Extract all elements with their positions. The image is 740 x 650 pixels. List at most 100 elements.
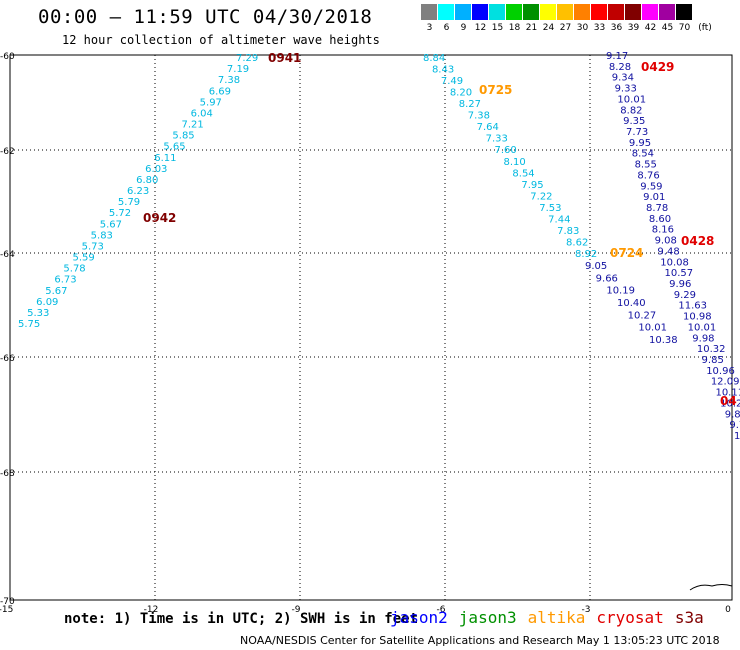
colorbar-swatch xyxy=(506,4,523,20)
legend-s3a: s3a xyxy=(674,608,704,627)
latitude-label: -66 xyxy=(0,354,15,364)
wave-height-value: 7.21 xyxy=(182,120,204,131)
wave-height-value: 8.78 xyxy=(646,203,668,214)
colorbar-label: 9 xyxy=(460,23,467,33)
wave-height-value: 9.96 xyxy=(669,279,691,290)
colorbar-swatch xyxy=(557,4,574,20)
colorbar-swatch xyxy=(523,4,540,20)
wave-height-value: 10.32 xyxy=(697,344,726,355)
wave-height-value: 6.04 xyxy=(191,108,213,119)
wave-height-value: 9.48 xyxy=(657,246,679,257)
pass-time-label: 0942 xyxy=(143,211,176,225)
wave-height-value: 9.05 xyxy=(585,261,607,272)
colorbar-swatch xyxy=(489,4,506,20)
wave-height-value: 5.67 xyxy=(45,286,67,297)
wave-height-value: 9.08 xyxy=(655,236,677,247)
wave-height-value: 8.84 xyxy=(423,53,445,64)
wave-height-value: 8.92 xyxy=(575,249,597,260)
wave-height-value: 8.20 xyxy=(450,88,472,99)
wave-height-value: 10.96 xyxy=(706,366,735,377)
pass-time-label: 0428 xyxy=(681,234,714,248)
wave-height-value: 10.57 xyxy=(664,268,693,279)
wave-height-value: 9.59 xyxy=(640,181,662,192)
colorbar-swatch xyxy=(421,4,438,20)
wave-height-value: 10 xyxy=(734,431,740,442)
wave-height-value: 7.38 xyxy=(218,75,240,86)
legend-jason2: jason2 xyxy=(390,608,448,627)
wave-height-value: 8.43 xyxy=(432,65,454,76)
wave-height-value: 5.75 xyxy=(18,319,40,330)
latitude-label: -70 xyxy=(0,597,15,607)
colorbar-label: 70 xyxy=(678,23,691,33)
wave-height-value: 10.01 xyxy=(638,323,667,334)
longitude-label: -9 xyxy=(292,605,301,615)
pass-time-label: 0429 xyxy=(641,60,674,74)
wave-height-value: 10.01 xyxy=(688,322,717,333)
wave-height-value: 6.73 xyxy=(54,275,76,286)
colorbar-label: 42 xyxy=(644,23,657,33)
wave-height-value: 10.40 xyxy=(617,298,646,309)
wave-height-value: 9.34 xyxy=(612,73,634,84)
wave-height-value: 9.66 xyxy=(596,273,618,284)
colorbar-swatch xyxy=(455,4,472,20)
colorbar-label: 3 xyxy=(426,23,433,33)
colorbar-swatch xyxy=(642,4,659,20)
longitude-label: 0 xyxy=(725,605,731,615)
colorbar-swatch xyxy=(438,4,455,20)
map-frame xyxy=(9,54,733,601)
wave-height-value: 5.78 xyxy=(63,264,85,275)
chart-title: 00:00 – 11:59 UTC 04/30/2018 xyxy=(38,6,373,28)
colorbar-swatch xyxy=(676,4,693,20)
wave-height-value: 8.54 xyxy=(512,168,534,179)
wave-height-value: 7.38 xyxy=(468,111,490,122)
wave-height-value: 8.82 xyxy=(620,105,642,116)
pass-time-label: 0941 xyxy=(268,51,301,65)
wave-height-value: 7.83 xyxy=(557,226,579,237)
pass-time-label: 0725 xyxy=(479,83,512,97)
wave-height-value: 6.09 xyxy=(36,297,58,308)
colorbar-label: 30 xyxy=(576,23,589,33)
wave-height-value: 7.44 xyxy=(548,214,570,225)
wave-height-value: 8.16 xyxy=(652,225,674,236)
satellite-legend: jason2 jason3 altika cryosat s3a xyxy=(390,608,715,627)
wave-height-value: 5.83 xyxy=(91,230,113,241)
wave-height-value: 9.33 xyxy=(615,84,637,95)
wave-height-value: 10.27 xyxy=(628,310,657,321)
wave-height-value: 7.73 xyxy=(626,127,648,138)
wave-height-value: 5.79 xyxy=(118,197,140,208)
wave-height-value: 7.95 xyxy=(521,180,543,191)
colorbar-swatch xyxy=(591,4,608,20)
legend-cryosat: cryosat xyxy=(596,608,664,627)
wave-height-value: 10.11 xyxy=(715,388,740,399)
wave-height-value: 7.33 xyxy=(486,134,508,145)
wave-height-value: 8.54 xyxy=(632,149,654,160)
wave-height-value: 10.01 xyxy=(617,94,646,105)
wave-height-value: 10.08 xyxy=(660,257,689,268)
wave-height-value: 10.38 xyxy=(649,335,678,346)
wave-height-value: 9.29 xyxy=(674,290,696,301)
wave-height-value: 7.64 xyxy=(477,122,499,133)
wave-height-value: 7.60 xyxy=(495,145,517,156)
wave-height-value: 6.11 xyxy=(154,153,176,164)
wave-height-value: 7.29 xyxy=(236,53,258,64)
wave-height-value: 5.59 xyxy=(73,253,95,264)
wave-height-value: 8.76 xyxy=(637,170,659,181)
wave-height-value: 8.55 xyxy=(635,160,657,171)
wave-height-value: 8.62 xyxy=(566,237,588,248)
colorbar-label: 33 xyxy=(593,23,606,33)
wave-height-value: 9.17 xyxy=(606,51,628,62)
wave-height-value: 9.85 xyxy=(702,355,724,366)
colorbar-label: 24 xyxy=(542,23,555,33)
wave-height-value: 9.7 xyxy=(729,420,740,431)
wave-height-value: 10.20 xyxy=(720,398,740,409)
pass-time-label: 0724 xyxy=(610,246,643,260)
footer-credit: NOAA/NESDIS Center for Satellite Applica… xyxy=(240,634,720,647)
colorbar-label: 18 xyxy=(508,23,521,33)
colorbar-unit: (ft) xyxy=(698,23,712,33)
colorbar-label: 45 xyxy=(661,23,674,33)
wave-height-value: 8.10 xyxy=(503,157,525,168)
wave-height-value: 6.80 xyxy=(136,175,158,186)
note-text: note: 1) Time is in UTC; 2) SWH is in fe… xyxy=(64,611,419,627)
wave-height-value: 8.27 xyxy=(459,99,481,110)
